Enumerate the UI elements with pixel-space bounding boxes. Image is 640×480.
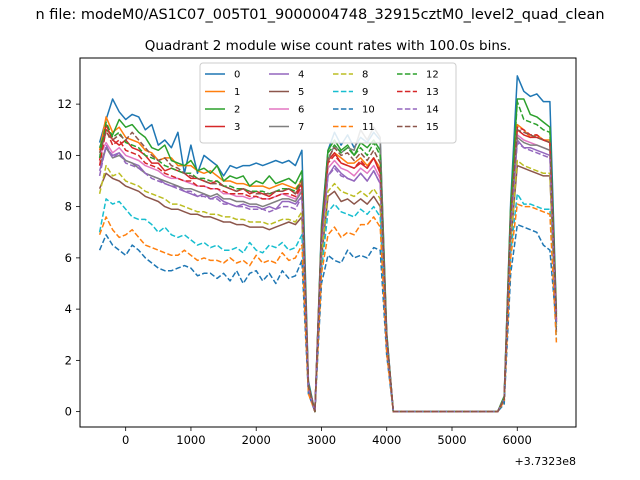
x-tick-label: 1000 [176, 433, 205, 447]
series-line-15 [98, 129, 558, 413]
y-tick-label: 4 [65, 302, 72, 316]
series-line-9 [98, 193, 558, 413]
chart-title: Quadrant 2 module wise count rates with … [145, 38, 511, 54]
legend-label-3: 3 [234, 122, 240, 133]
series-layer [98, 75, 558, 413]
legend-label-4: 4 [298, 70, 304, 81]
legend-label-2: 2 [234, 105, 240, 116]
x-tick-label: 4000 [372, 433, 401, 447]
y-tick-label: 12 [57, 97, 72, 111]
legend-label-6: 6 [298, 105, 304, 116]
figure-suptitle: n file: modeM0/AS1C07_005T01_9000004748_… [35, 7, 604, 23]
x-tick-label: 2000 [242, 433, 271, 447]
x-axis: 0 1000 2000 3000 4000 5000 6000 [122, 427, 532, 447]
legend-label-11: 11 [362, 122, 375, 133]
y-tick-label: 10 [57, 148, 72, 162]
y-tick-label: 6 [65, 251, 72, 265]
y-tick-label: 8 [65, 200, 72, 214]
series-line-14 [98, 141, 558, 413]
legend-label-12: 12 [426, 70, 439, 81]
x-offset-label: +3.7323e8 [515, 455, 576, 468]
y-tick-label: 0 [65, 405, 72, 419]
y-tick-label: 2 [65, 353, 72, 367]
plot-frame [79, 57, 577, 428]
legend-box [199, 62, 457, 144]
legend-label-0: 0 [234, 70, 240, 81]
legend-label-8: 8 [362, 70, 368, 81]
x-tick-label: 0 [122, 433, 129, 447]
legend-label-1: 1 [234, 87, 240, 98]
legend-label-5: 5 [298, 87, 304, 98]
legend-label-9: 9 [362, 87, 368, 98]
legend-label-15: 15 [426, 122, 439, 133]
x-tick-label: 3000 [307, 433, 336, 447]
y-axis: 0 2 4 6 8 10 12 [57, 97, 80, 419]
legend-label-13: 13 [426, 87, 439, 98]
x-tick-label: 5000 [437, 433, 466, 447]
legend-label-10: 10 [362, 105, 375, 116]
x-tick-label: 6000 [503, 433, 532, 447]
legend-label-7: 7 [298, 122, 304, 133]
legend-label-14: 14 [426, 105, 439, 116]
